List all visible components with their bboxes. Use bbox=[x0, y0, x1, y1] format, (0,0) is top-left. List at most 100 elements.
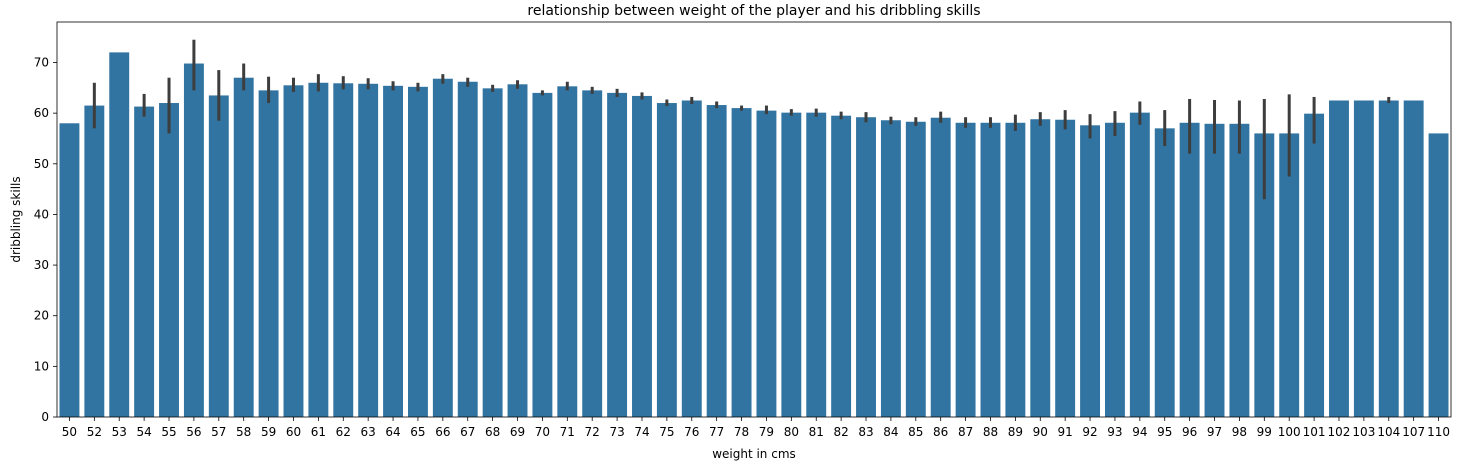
x-tick-label-84: 84 bbox=[883, 425, 898, 439]
bar-102 bbox=[1329, 100, 1349, 417]
bar-81 bbox=[806, 112, 827, 418]
bar-71 bbox=[557, 86, 578, 418]
bar-64 bbox=[383, 85, 404, 418]
bar-76 bbox=[681, 100, 702, 417]
y-tick-label-0: 0 bbox=[41, 410, 49, 424]
bar-59 bbox=[258, 90, 279, 417]
bar-83 bbox=[856, 117, 876, 417]
bar-66 bbox=[432, 78, 453, 417]
bar-61 bbox=[308, 82, 329, 418]
bar-82 bbox=[831, 115, 852, 417]
x-tick-label-97: 97 bbox=[1207, 425, 1222, 439]
bar-55 bbox=[159, 103, 179, 418]
x-tick-label-58: 58 bbox=[236, 425, 251, 439]
bar-104 bbox=[1378, 100, 1399, 417]
bar-103 bbox=[1353, 100, 1374, 417]
bar-70 bbox=[532, 92, 553, 418]
bars-layer bbox=[59, 52, 1449, 418]
y-tick-label-70: 70 bbox=[34, 56, 49, 70]
bar-53 bbox=[109, 52, 130, 418]
bar-110 bbox=[1428, 133, 1449, 417]
x-tick-label-60: 60 bbox=[286, 425, 301, 439]
bar-78 bbox=[731, 108, 752, 417]
bar-96 bbox=[1179, 122, 1200, 418]
y-axis-label: dribbling skills bbox=[9, 176, 23, 262]
bar-79 bbox=[756, 110, 777, 417]
x-tick-label-71: 71 bbox=[560, 425, 575, 439]
x-axis-ticks: 50 52 53 54 55 56 57 58 59 60 61 62 63 64 65 66 67 68 69 70… bbox=[62, 417, 1450, 439]
x-tick-label-76: 76 bbox=[684, 425, 699, 439]
x-tick-label-55: 55 bbox=[161, 425, 176, 439]
plot-frame bbox=[56, 21, 1452, 418]
bar-54 bbox=[134, 106, 155, 418]
x-tick-label-53: 53 bbox=[112, 425, 127, 439]
x-tick-label-87: 87 bbox=[958, 425, 973, 439]
bar-98 bbox=[1229, 123, 1250, 418]
x-tick-label-66: 66 bbox=[435, 425, 450, 439]
y-tick-label-30: 30 bbox=[34, 258, 49, 272]
x-tick-label-103: 103 bbox=[1352, 425, 1375, 439]
bar-101 bbox=[1304, 113, 1325, 418]
error-bars-layer bbox=[92, 39, 1391, 200]
x-tick-label-88: 88 bbox=[983, 425, 998, 439]
x-tick-label-63: 63 bbox=[361, 425, 376, 439]
bar-50 bbox=[59, 123, 80, 418]
y-tick-label-50: 50 bbox=[34, 157, 49, 171]
bar-93 bbox=[1104, 122, 1125, 418]
x-tick-label-54: 54 bbox=[136, 425, 151, 439]
bar-74 bbox=[632, 95, 652, 417]
bar-80 bbox=[781, 112, 802, 418]
bar-57 bbox=[208, 95, 229, 417]
x-tick-label-72: 72 bbox=[585, 425, 600, 439]
bar-73 bbox=[607, 92, 628, 418]
x-tick-label-95: 95 bbox=[1157, 425, 1172, 439]
x-tick-label-81: 81 bbox=[809, 425, 824, 439]
x-tick-label-99: 99 bbox=[1257, 425, 1272, 439]
x-tick-label-85: 85 bbox=[908, 425, 923, 439]
x-tick-label-64: 64 bbox=[385, 425, 400, 439]
x-tick-label-92: 92 bbox=[1082, 425, 1097, 439]
x-tick-label-77: 77 bbox=[709, 425, 724, 439]
x-tick-label-96: 96 bbox=[1182, 425, 1197, 439]
bar-69 bbox=[507, 84, 528, 418]
bar-97 bbox=[1204, 123, 1225, 418]
chart-title: relationship between weight of the playe… bbox=[527, 3, 980, 19]
bar-65 bbox=[407, 86, 428, 418]
bar-75 bbox=[656, 103, 677, 418]
x-tick-label-57: 57 bbox=[211, 425, 226, 439]
bar-56 bbox=[183, 63, 204, 418]
x-tick-label-94: 94 bbox=[1132, 425, 1147, 439]
bar-72 bbox=[582, 90, 603, 417]
bar-107 bbox=[1403, 100, 1424, 417]
x-tick-label-90: 90 bbox=[1033, 425, 1048, 439]
x-tick-label-102: 102 bbox=[1328, 425, 1351, 439]
bar-60 bbox=[283, 85, 304, 418]
x-tick-label-61: 61 bbox=[311, 425, 326, 439]
x-tick-label-82: 82 bbox=[833, 425, 848, 439]
bar-63 bbox=[358, 83, 379, 418]
bar-92 bbox=[1080, 125, 1101, 418]
bar-84 bbox=[880, 120, 901, 417]
y-tick-label-60: 60 bbox=[34, 106, 49, 120]
bar-89 bbox=[1005, 122, 1026, 418]
x-tick-label-68: 68 bbox=[485, 425, 500, 439]
bar-67 bbox=[457, 81, 478, 417]
x-tick-label-101: 101 bbox=[1303, 425, 1326, 439]
x-tick-label-75: 75 bbox=[659, 425, 674, 439]
x-tick-label-91: 91 bbox=[1058, 425, 1073, 439]
x-tick-label-69: 69 bbox=[510, 425, 525, 439]
x-tick-label-100: 100 bbox=[1278, 425, 1301, 439]
bar-77 bbox=[706, 105, 727, 418]
bar-68 bbox=[482, 88, 503, 417]
bar-91 bbox=[1055, 119, 1076, 417]
y-tick-label-20: 20 bbox=[34, 309, 49, 323]
x-tick-label-65: 65 bbox=[410, 425, 425, 439]
y-axis-ticks: 0 10 20 30 40 50 60 70 bbox=[34, 56, 57, 424]
x-tick-label-62: 62 bbox=[336, 425, 351, 439]
x-tick-label-70: 70 bbox=[535, 425, 550, 439]
x-tick-label-98: 98 bbox=[1232, 425, 1247, 439]
x-tick-label-74: 74 bbox=[634, 425, 649, 439]
bar-86 bbox=[930, 117, 951, 417]
bar-94 bbox=[1129, 112, 1150, 418]
